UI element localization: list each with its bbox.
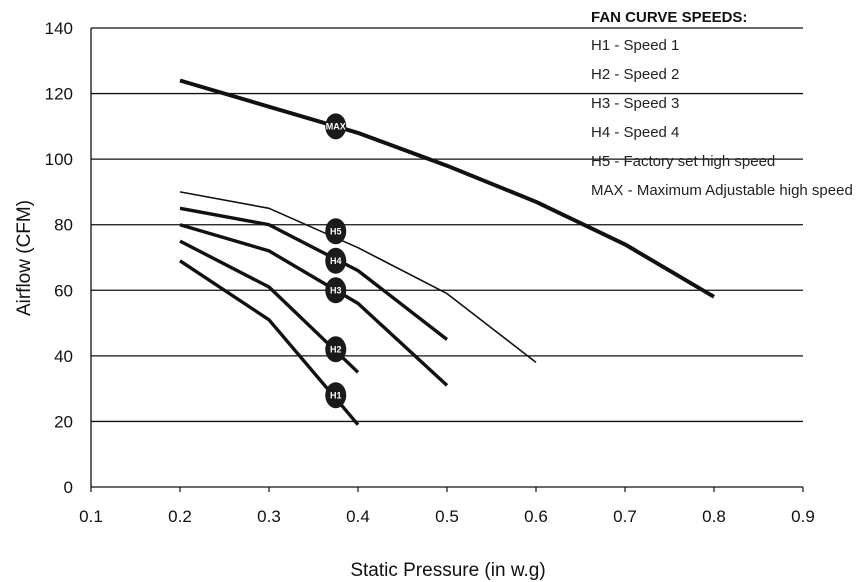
marker-badge <box>325 247 347 274</box>
marker-label: H2 <box>330 345 342 355</box>
x-tick-label: 0.2 <box>168 507 192 526</box>
marker-badge <box>325 218 347 245</box>
y-axis-label: Airflow (CFM) <box>14 200 35 316</box>
y-tick-label: 120 <box>45 85 73 104</box>
series-marker-max: MAX <box>325 113 347 140</box>
legend-entry: H5 - Factory set high speed <box>591 153 775 170</box>
grid-lines <box>91 27 803 423</box>
legend-title: FAN CURVE SPEEDS: <box>591 9 747 26</box>
marker-badge <box>325 336 347 363</box>
x-tick-label: 0.5 <box>435 507 459 526</box>
x-tick-label: 0.1 <box>79 507 103 526</box>
y-tick-label: 80 <box>54 216 73 235</box>
marker-label: MAX <box>326 122 346 132</box>
x-tick-label: 0.9 <box>791 507 815 526</box>
x-tick-label: 0.4 <box>346 507 370 526</box>
x-tick-label: 0.6 <box>524 507 548 526</box>
marker-label: H5 <box>330 226 342 236</box>
legend-entry: H2 - Speed 2 <box>591 66 679 83</box>
series-line-h5 <box>179 191 537 364</box>
series-marker-h2: H2 <box>325 336 347 363</box>
series-markers: MAX H5 H4 H3 H2 H1 <box>325 113 347 409</box>
x-tick-labels: 0.1 0.2 0.3 0.4 0.5 0.6 0.7 0.8 0.9 <box>79 487 815 526</box>
series-marker-h4: H4 <box>325 247 347 274</box>
x-tick-label: 0.3 <box>257 507 281 526</box>
marker-label: H3 <box>330 285 342 295</box>
legend-entry: MAX - Maximum Adjustable high speed <box>591 182 853 199</box>
y-tick-label: 40 <box>54 347 73 366</box>
y-tick-label: 140 <box>45 19 73 38</box>
marker-badge <box>325 277 347 304</box>
x-tick-label: 0.7 <box>613 507 637 526</box>
series-marker-h5: H5 <box>325 218 347 245</box>
x-tick-label: 0.8 <box>702 507 726 526</box>
axes <box>90 28 803 488</box>
series-line-h4 <box>179 206 449 341</box>
legend-entry: H4 - Speed 4 <box>591 124 679 141</box>
marker-badge <box>325 113 347 140</box>
marker-label: H4 <box>330 256 342 266</box>
x-axis-label: Static Pressure (in w.g) <box>350 560 545 581</box>
y-tick-label: 100 <box>45 150 73 169</box>
legend-entry: H1 - Speed 1 <box>591 37 679 54</box>
marker-badge <box>325 382 347 409</box>
series-line-h3 <box>179 223 449 387</box>
legend: FAN CURVE SPEEDS: H1 - Speed 1 H2 - Speed… <box>591 9 853 199</box>
series-marker-h1: H1 <box>325 382 347 409</box>
y-tick-label: 0 <box>64 478 73 497</box>
y-tick-label: 20 <box>54 412 73 431</box>
series-marker-h3: H3 <box>325 277 347 304</box>
y-tick-label: 60 <box>54 281 73 300</box>
legend-entry: H3 - Speed 3 <box>591 95 679 112</box>
marker-label: H1 <box>330 390 342 400</box>
y-tick-labels: 0 20 40 60 80 100 120 140 <box>45 19 73 497</box>
